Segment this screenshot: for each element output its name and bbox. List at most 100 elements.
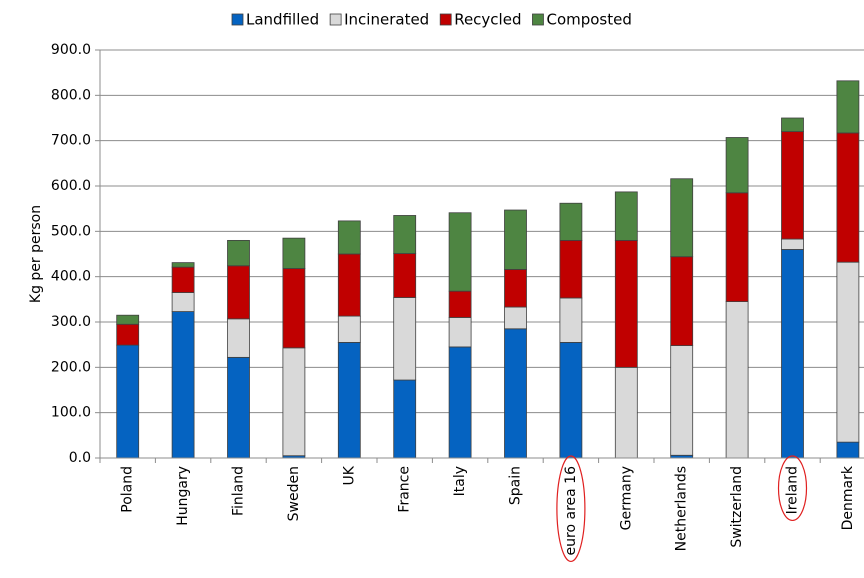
y-tick-label: 900.0 — [51, 42, 91, 58]
x-category-label: Spain — [508, 466, 524, 505]
y-axis-ticks: 0.0 100.0 200.0 300.0 400.0 500.0 600.0 700.0 80… — [51, 42, 100, 466]
axes — [99, 50, 864, 463]
bar-segment-composted — [116, 314, 140, 325]
y-tick-label: 0.0 — [69, 450, 91, 466]
bar-segment-composted — [227, 239, 250, 267]
legend-swatch — [439, 13, 452, 26]
x-category-label: France — [397, 466, 413, 513]
y-tick-label: 600.0 — [51, 178, 91, 194]
bar-segment-incinerated — [559, 297, 583, 343]
bar-stack-spain — [504, 209, 527, 459]
x-category-label: UK — [341, 465, 357, 485]
y-tick-label: 800.0 — [51, 87, 91, 103]
y-tick-label: 300.0 — [51, 314, 91, 330]
bar-stack-finland — [227, 239, 250, 459]
bar-segment-landfilled — [559, 341, 583, 459]
x-axis-labels: Poland Hungary Finland Sweden UK France Italy S… — [120, 455, 856, 563]
bar-segment-composted — [393, 215, 417, 254]
bar-segment-composted — [614, 191, 638, 241]
bar-stack-euro-area-16 — [559, 202, 583, 459]
bar-segment-incinerated — [504, 306, 527, 330]
y-axis-title: Kg per person — [28, 205, 44, 303]
bar-segment-landfilled — [227, 356, 250, 459]
bar-segment-composted — [171, 262, 195, 268]
bar-segment-incinerated — [836, 261, 860, 443]
bar-segment-incinerated — [227, 318, 250, 358]
x-category-label: Italy — [452, 466, 468, 496]
bar-segment-landfilled — [393, 379, 417, 459]
legend-item-landfilled: Landfilled — [231, 11, 319, 29]
bar-stack-denmark — [836, 80, 860, 459]
bar-stack-hungary — [171, 262, 195, 459]
bar-segment-composted — [781, 117, 804, 132]
bar-stack-netherlands — [670, 178, 694, 459]
legend-label: Incinerated — [344, 11, 429, 29]
x-category-label: euro area 16 — [563, 466, 579, 556]
bar-stack-ireland — [781, 117, 804, 459]
bar-segment-landfilled — [504, 328, 527, 459]
bar-stack-sweden — [282, 237, 306, 459]
x-category-label: Poland — [120, 466, 136, 513]
bar-segment-incinerated — [670, 345, 694, 456]
gridlines — [100, 49, 864, 459]
bar-segment-landfilled — [171, 311, 195, 459]
bar-segment-landfilled — [116, 344, 140, 459]
legend-item-incinerated: Incinerated — [329, 11, 429, 29]
bar-segment-incinerated — [725, 301, 749, 459]
bar-segment-landfilled — [337, 341, 361, 459]
bar-segment-recycled — [781, 131, 804, 240]
legend-item-recycled: Recycled — [439, 11, 521, 29]
highlight-ellipse — [556, 455, 586, 563]
legend: Landfilled Incinerated Recycled Composted — [231, 11, 632, 29]
bar-stack-italy — [448, 212, 472, 459]
bar-stack-france — [393, 215, 417, 459]
y-tick-label: 700.0 — [51, 133, 91, 149]
bar-segment-recycled — [559, 239, 583, 299]
bar-segment-landfilled — [836, 441, 860, 459]
bar-segment-recycled — [504, 269, 527, 308]
bar-stack-germany — [614, 191, 638, 459]
x-category-label: Denmark — [840, 465, 856, 530]
bar-stack-poland — [116, 314, 140, 459]
bar-segment-composted — [504, 209, 527, 270]
x-category-label: Ireland — [785, 466, 801, 514]
bar-segment-composted — [836, 80, 860, 134]
bar-segment-composted — [337, 220, 361, 255]
y-tick-label: 200.0 — [51, 359, 91, 375]
bar-segment-recycled — [836, 132, 860, 263]
bar-segment-landfilled — [781, 249, 804, 459]
x-category-label: Finland — [231, 466, 247, 516]
bar-segment-incinerated — [337, 315, 361, 343]
x-category-label: Hungary — [175, 466, 191, 526]
x-category-label: Germany — [618, 466, 634, 530]
bar-segment-recycled — [282, 268, 306, 349]
bar-segment-composted — [559, 202, 583, 241]
bar-segment-recycled — [448, 290, 472, 318]
legend-label: Composted — [546, 11, 631, 29]
legend-item-composted: Composted — [532, 11, 632, 29]
bar-segment-composted — [282, 237, 306, 269]
bar-segment-recycled — [725, 192, 749, 303]
y-tick-label: 500.0 — [51, 223, 91, 239]
legend-swatch — [329, 13, 342, 26]
bar-segment-incinerated — [448, 317, 472, 348]
bar-segment-incinerated — [614, 366, 638, 459]
bar-segment-incinerated — [393, 297, 417, 381]
bar-segment-recycled — [116, 323, 140, 346]
bar-segment-composted — [448, 212, 472, 292]
bar-segment-recycled — [393, 253, 417, 298]
bar-segment-recycled — [337, 253, 361, 317]
legend-label: Recycled — [454, 11, 521, 29]
x-category-label: Netherlands — [674, 466, 690, 551]
x-category-label: Sweden — [286, 466, 302, 521]
bar-segment-recycled — [171, 266, 195, 293]
bar-segment-incinerated — [282, 347, 306, 457]
bar-segment-incinerated — [171, 292, 195, 312]
bar-stack-uk — [337, 220, 361, 459]
bar-segment-recycled — [670, 256, 694, 346]
bar-segment-landfilled — [448, 346, 472, 459]
bars — [116, 80, 860, 459]
bar-segment-recycled — [227, 265, 250, 320]
legend-label: Landfilled — [246, 11, 319, 29]
